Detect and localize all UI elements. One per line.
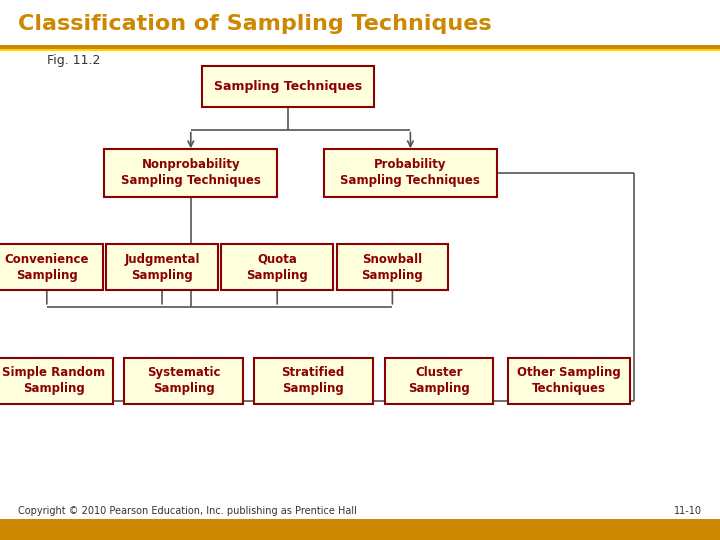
Text: Other Sampling
Techniques: Other Sampling Techniques: [517, 366, 621, 395]
Text: 11-10: 11-10: [674, 507, 702, 516]
Text: Simple Random
Sampling: Simple Random Sampling: [2, 366, 106, 395]
Text: Stratified
Sampling: Stratified Sampling: [282, 366, 345, 395]
FancyBboxPatch shape: [222, 244, 333, 291]
Bar: [0, 519, 720, 540]
FancyBboxPatch shape: [253, 357, 373, 404]
FancyBboxPatch shape: [385, 357, 493, 404]
FancyBboxPatch shape: [202, 66, 374, 106]
Text: Cluster
Sampling: Cluster Sampling: [408, 366, 470, 395]
Text: Judgmental
Sampling: Judgmental Sampling: [125, 253, 199, 282]
Text: Snowball
Sampling: Snowball Sampling: [361, 253, 423, 282]
Text: Systematic
Sampling: Systematic Sampling: [147, 366, 220, 395]
Text: Sampling Techniques: Sampling Techniques: [214, 80, 362, 93]
Bar: [0, 45, 720, 49]
Text: Fig. 11.2: Fig. 11.2: [47, 54, 100, 67]
FancyBboxPatch shape: [104, 148, 277, 197]
FancyBboxPatch shape: [0, 244, 103, 291]
Text: Copyright © 2010 Pearson Education, Inc. publishing as Prentice Hall: Copyright © 2010 Pearson Education, Inc.…: [18, 507, 357, 516]
FancyBboxPatch shape: [124, 357, 243, 404]
FancyBboxPatch shape: [337, 244, 448, 291]
Text: Convenience
Sampling: Convenience Sampling: [4, 253, 89, 282]
FancyBboxPatch shape: [107, 244, 217, 291]
Text: Quota
Sampling: Quota Sampling: [246, 253, 308, 282]
FancyBboxPatch shape: [0, 357, 114, 404]
Text: Nonprobability
Sampling Techniques: Nonprobability Sampling Techniques: [121, 158, 261, 187]
Text: Classification of Sampling Techniques: Classification of Sampling Techniques: [18, 14, 492, 35]
Bar: [0, 0, 720, 46]
Bar: [0, 49, 720, 51]
Text: Probability
Sampling Techniques: Probability Sampling Techniques: [341, 158, 480, 187]
FancyBboxPatch shape: [324, 148, 497, 197]
FancyBboxPatch shape: [508, 357, 630, 404]
